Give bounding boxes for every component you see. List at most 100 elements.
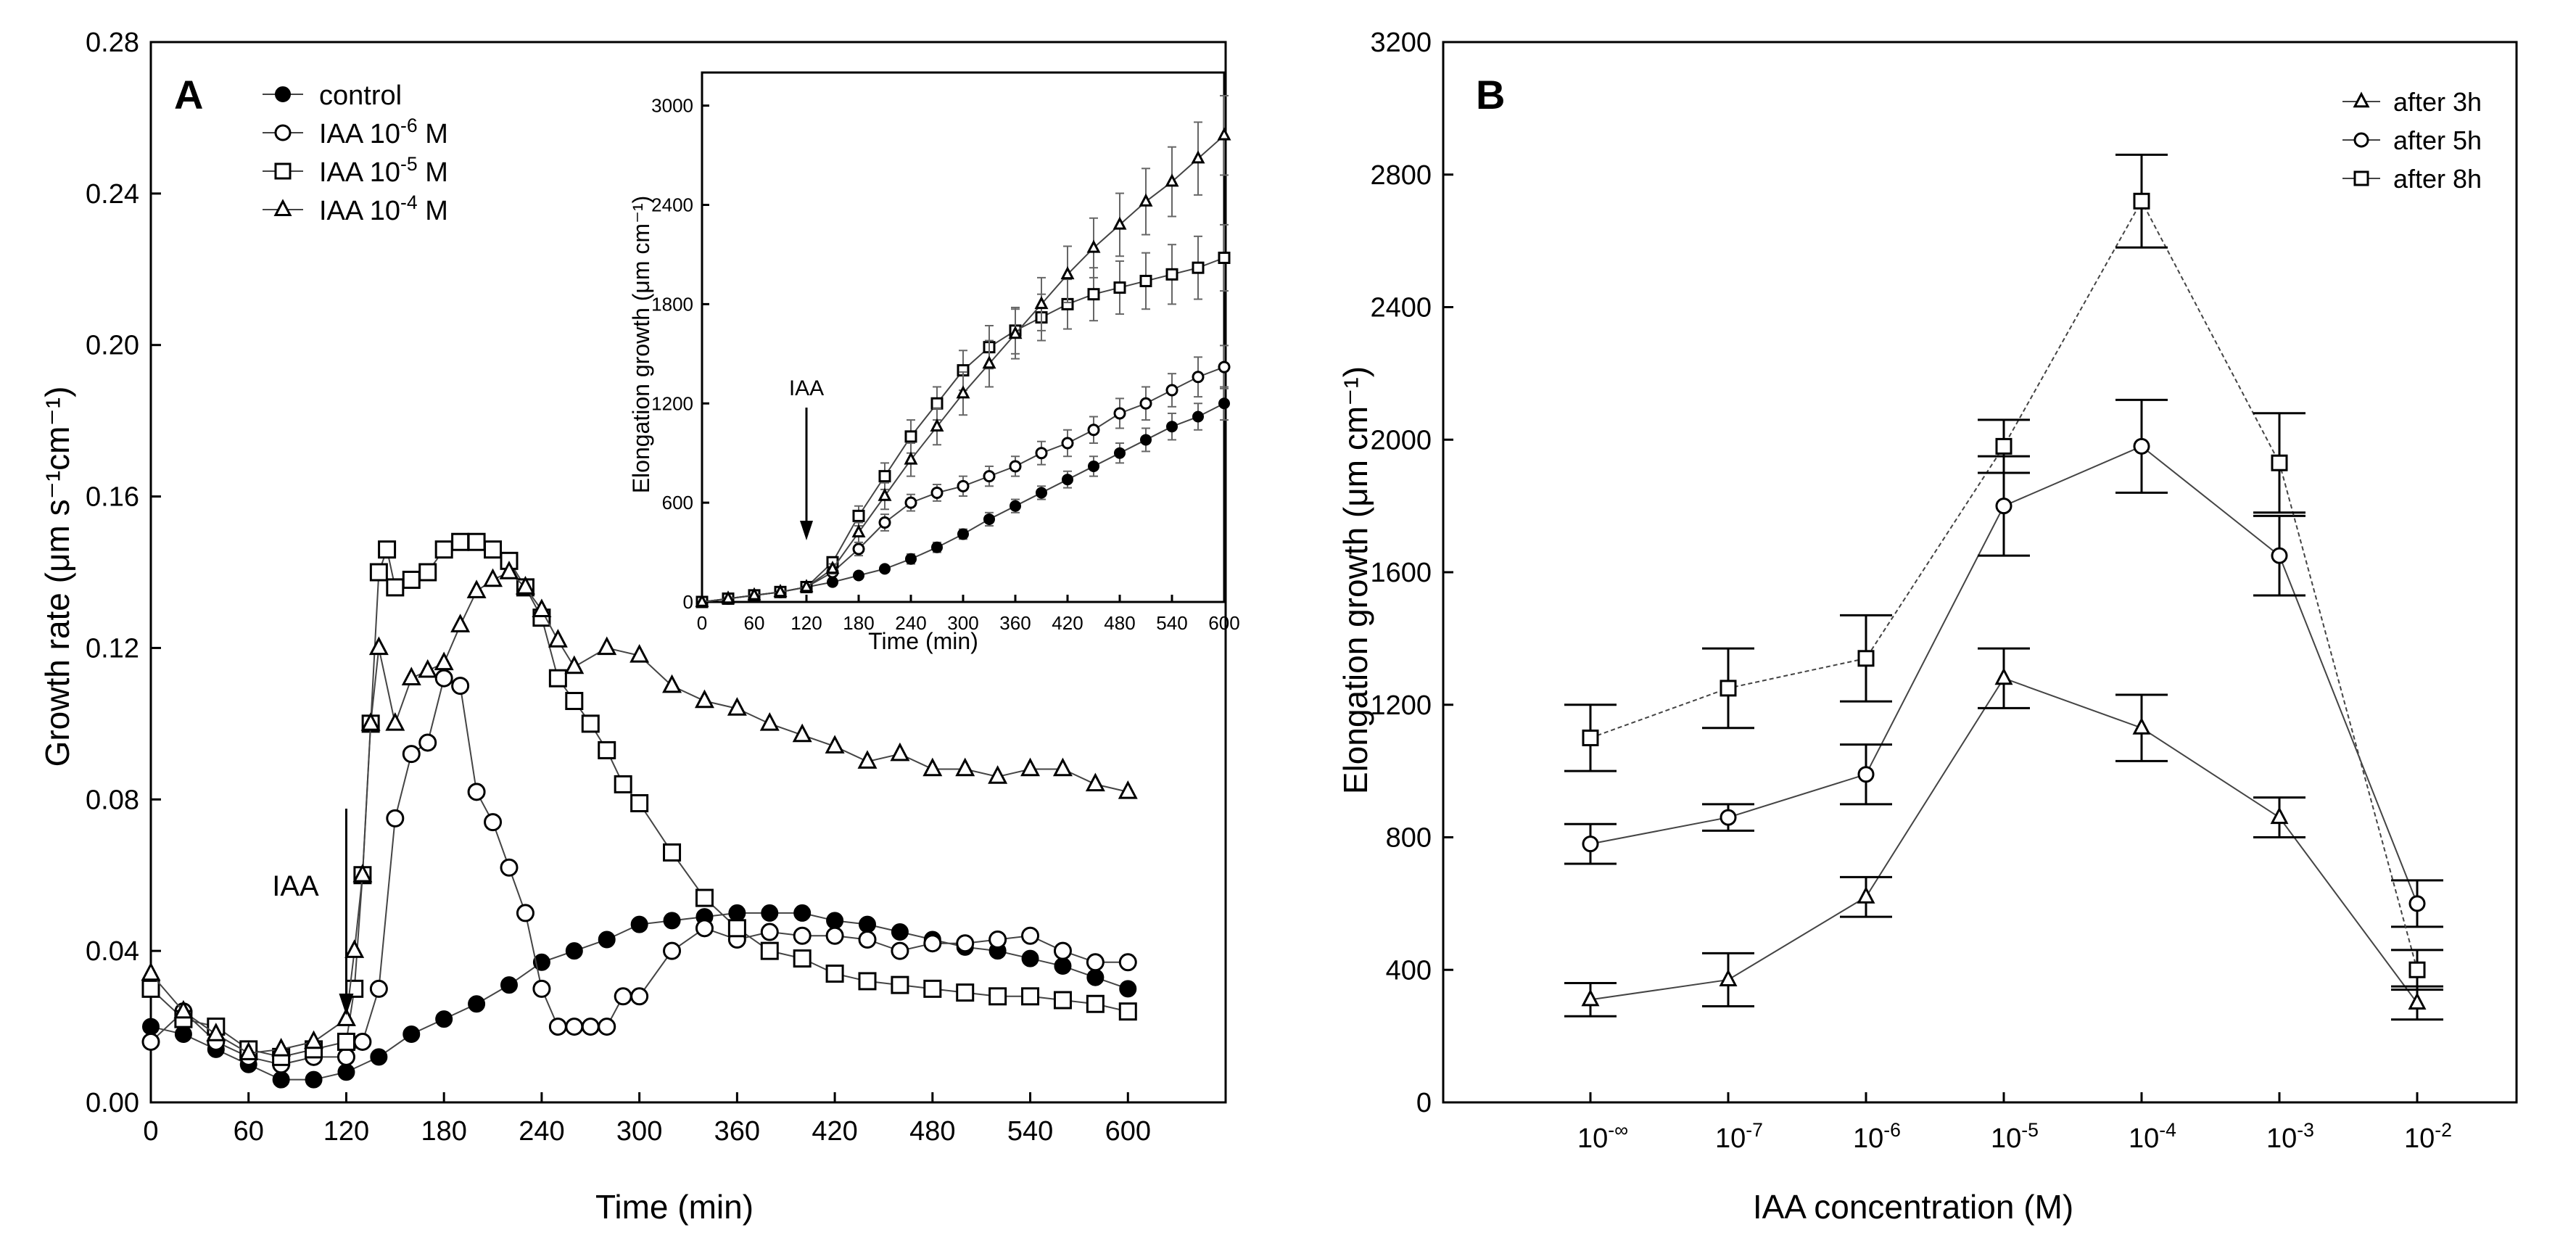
- data-point: [565, 1018, 584, 1036]
- data-point: [305, 1070, 323, 1089]
- inset-data-point: [1191, 150, 1205, 164]
- inset-data-point: [878, 487, 892, 501]
- inset-data-point: [931, 541, 943, 553]
- data-point: [368, 636, 389, 656]
- data-point: [793, 926, 812, 945]
- legend-marker: [2353, 132, 2369, 148]
- inset-data-point: [879, 563, 891, 575]
- data-point: [663, 941, 682, 960]
- inset-x-tick-label: 120: [790, 612, 822, 634]
- inset-data-point: [1112, 216, 1127, 230]
- data-point: [956, 934, 975, 953]
- inset-y-tick-label: 1200: [651, 392, 693, 414]
- data-point: [728, 904, 746, 922]
- data-point: [468, 995, 486, 1013]
- data-point: [2408, 992, 2427, 1010]
- inset-data-point: [1088, 460, 1099, 472]
- inset-data-point: [852, 542, 865, 556]
- data-point: [598, 1018, 616, 1036]
- panel-b-legend: after 3h after 5h after 8h: [2342, 87, 2482, 194]
- data-point: [353, 1032, 372, 1051]
- data-point: [565, 942, 583, 960]
- legend-marker: [2353, 170, 2369, 186]
- y-tick-label: 0.08: [86, 785, 139, 815]
- data-point: [336, 1007, 356, 1026]
- inset-iaa-arrow-head: [800, 521, 813, 540]
- data-point: [450, 614, 471, 632]
- inset-data-point: [1113, 281, 1126, 294]
- inset-data-point: [1192, 261, 1205, 274]
- data-point: [141, 979, 160, 998]
- data-point: [467, 532, 486, 551]
- data-point: [890, 742, 910, 762]
- data-point: [466, 579, 487, 598]
- data-point: [378, 540, 397, 559]
- panel-a-series: [141, 532, 1138, 1089]
- data-point: [532, 979, 551, 998]
- data-point: [1857, 650, 1875, 667]
- data-point: [1053, 941, 1072, 960]
- data-point: [1053, 991, 1072, 1010]
- data-point: [2408, 895, 2426, 912]
- inset-data-point: [1036, 487, 1047, 499]
- data-point: [532, 953, 550, 971]
- inset-data-point: [853, 569, 864, 582]
- x-tick-label: 120: [323, 1116, 369, 1147]
- inset-x-label: Time (min): [868, 628, 978, 654]
- inset-data-point: [983, 513, 995, 525]
- data-point: [2133, 437, 2150, 455]
- y-tick-label: 0.16: [86, 482, 139, 513]
- data-point: [548, 669, 567, 688]
- data-point: [988, 765, 1008, 784]
- data-point: [174, 1026, 192, 1044]
- y-tick-label: 0: [1416, 1088, 1432, 1118]
- data-point: [614, 987, 632, 1006]
- data-point: [1118, 953, 1137, 972]
- panel-a-x-label: Time (min): [595, 1188, 754, 1226]
- data-point: [515, 576, 535, 595]
- data-point: [858, 972, 877, 991]
- y-tick-label: 800: [1386, 823, 1432, 854]
- y-tick-label: 0.04: [86, 936, 139, 967]
- data-point: [825, 964, 844, 983]
- data-point: [581, 714, 600, 733]
- data-point: [955, 757, 975, 777]
- data-point: [760, 941, 779, 960]
- data-point: [483, 568, 503, 587]
- legend-label: IAA 10-4 M: [319, 191, 448, 226]
- inset-iaa-label: IAA: [789, 376, 824, 400]
- x-tick-label: 10-2: [2404, 1119, 2452, 1154]
- data-point: [614, 775, 632, 793]
- data-point: [1720, 809, 1737, 826]
- panel-b-y-label: Elongation growth (μm cm⁻¹): [1337, 366, 1374, 794]
- inset-data-point: [827, 576, 838, 588]
- data-point: [793, 949, 812, 968]
- inset-x-tick-label: 420: [1052, 612, 1083, 634]
- x-tick-label: 10-5: [1991, 1119, 2039, 1154]
- data-point: [548, 629, 568, 648]
- data-point: [451, 677, 470, 696]
- data-point: [630, 987, 649, 1006]
- inset-data-point: [956, 385, 970, 399]
- panel-b-series: [1564, 153, 2443, 1021]
- data-point: [1995, 437, 2012, 455]
- data-point: [1118, 1002, 1137, 1021]
- data-point: [565, 692, 584, 711]
- y-tick-label: 0.24: [86, 179, 139, 210]
- y-tick-label: 0.00: [86, 1088, 139, 1118]
- inset-data-point: [1165, 268, 1178, 281]
- panel-a-plot-frame: [149, 41, 1227, 1104]
- inset-x-tick-label: 60: [744, 612, 765, 634]
- inset-frame: [701, 71, 1226, 603]
- legend-marker: [274, 124, 292, 141]
- data-point: [1994, 667, 2013, 685]
- data-point: [922, 757, 943, 777]
- data-point: [1119, 980, 1137, 998]
- inset-data-point: [1113, 407, 1126, 420]
- data-point: [516, 904, 534, 923]
- data-point: [500, 976, 518, 994]
- data-point: [825, 735, 845, 754]
- inset-data-point: [1217, 127, 1231, 141]
- panel-a-y-label: Growth rate (μm s⁻¹cm⁻¹): [38, 387, 76, 767]
